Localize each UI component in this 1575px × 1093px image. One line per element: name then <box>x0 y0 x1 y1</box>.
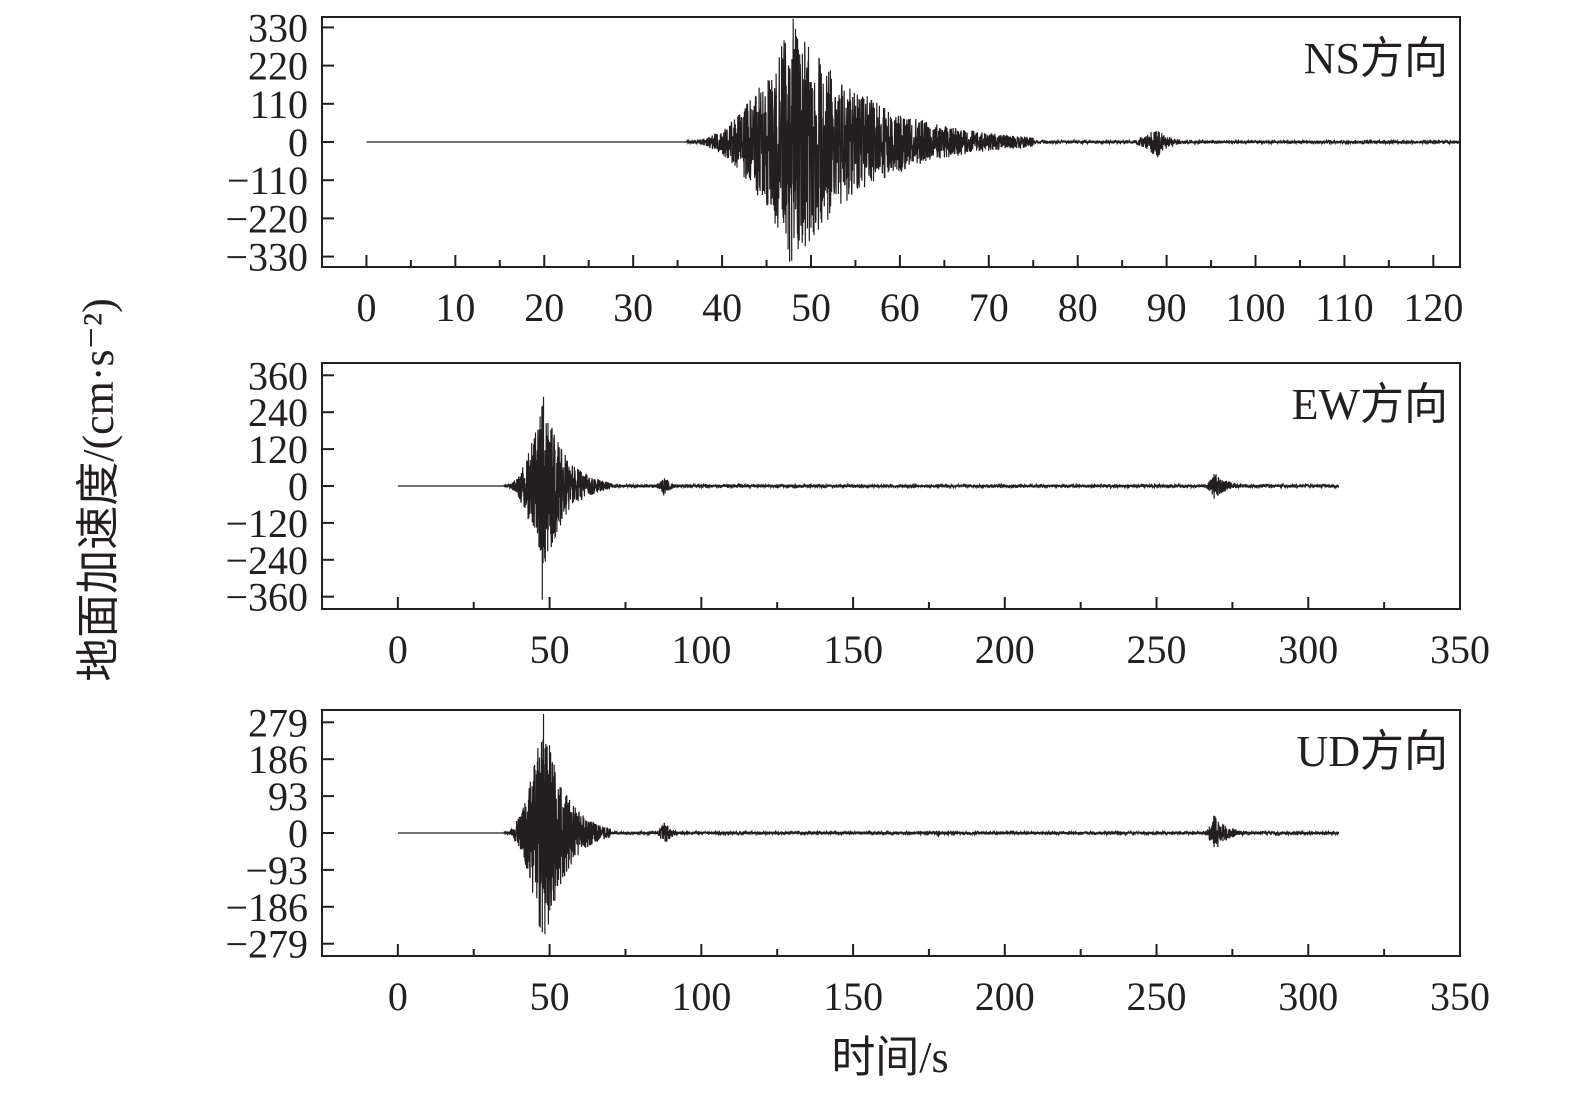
x-tick-label: 200 <box>975 627 1035 672</box>
x-tick-label: 80 <box>1058 285 1098 330</box>
acceleration-trace <box>397 714 1340 935</box>
x-tick-label: 10 <box>435 285 475 330</box>
x-tick-label: 30 <box>613 285 653 330</box>
x-tick-label: 0 <box>388 627 408 672</box>
x-tick-label: 110 <box>1315 285 1374 330</box>
x-tick-label: 200 <box>975 974 1035 1019</box>
x-tick-label: 0 <box>356 285 376 330</box>
x-tick-label: 100 <box>1226 285 1286 330</box>
x-tick-label: 150 <box>823 627 883 672</box>
panel-1: 0 10 20 30 40 50 60 70 80 90 100 110 1203302201100−1… <box>225 5 1463 330</box>
y-tick-label: −110 <box>227 158 308 203</box>
panel-3: 0 50 100 150 200 250 300 350279186930−93−186−27… <box>225 700 1490 1019</box>
y-tick-label: −93 <box>245 848 308 893</box>
panels-group: 0 10 20 30 40 50 60 70 80 90 100 110 1203302201100−1… <box>225 5 1490 1019</box>
x-tick-label: 120 <box>1403 285 1463 330</box>
x-tick-label: 100 <box>671 627 731 672</box>
y-tick-label: −186 <box>225 885 308 930</box>
x-axis-title: 时间/s <box>831 1033 948 1082</box>
y-tick-label: 120 <box>248 427 308 472</box>
y-tick-label: 0 <box>288 811 308 856</box>
panel-title: NS方向 <box>1304 34 1448 83</box>
x-tick-label: 300 <box>1278 627 1338 672</box>
x-tick-label: 300 <box>1278 974 1338 1019</box>
y-tick-label: 220 <box>248 44 308 89</box>
x-tick-label: 60 <box>880 285 920 330</box>
x-tick-label: 350 <box>1430 627 1490 672</box>
x-tick-label: 250 <box>1127 627 1187 672</box>
x-tick-label: 50 <box>530 974 570 1019</box>
x-tick-label: 100 <box>671 974 731 1019</box>
y-axis-title: 地面加速度/(cm·s⁻²) <box>74 298 123 681</box>
x-tick-label: 150 <box>823 974 883 1019</box>
y-tick-label: −330 <box>225 235 308 280</box>
y-tick-label: 240 <box>248 390 308 435</box>
y-tick-label: 186 <box>248 737 308 782</box>
x-tick-label: 50 <box>791 285 831 330</box>
panel-2: 0 50 100 150 200 250 300 3503602401200−120−240−… <box>225 353 1490 672</box>
y-tick-label: 0 <box>288 464 308 509</box>
y-tick-label: 93 <box>268 774 308 819</box>
y-tick-label: 360 <box>248 353 308 398</box>
y-tick-label: 0 <box>288 120 308 165</box>
x-tick-label: 0 <box>388 974 408 1019</box>
x-tick-label: 250 <box>1127 974 1187 1019</box>
y-tick-label: 110 <box>249 82 308 127</box>
y-tick-label: −360 <box>225 575 308 620</box>
y-tick-label: −279 <box>225 922 308 967</box>
x-tick-label: 70 <box>969 285 1009 330</box>
panel-title: UD方向 <box>1296 727 1448 776</box>
y-tick-label: 330 <box>248 5 308 50</box>
x-tick-label: 350 <box>1430 974 1490 1019</box>
x-tick-label: 50 <box>530 627 570 672</box>
y-tick-label: −120 <box>225 501 308 546</box>
x-tick-label: 20 <box>524 285 564 330</box>
acceleration-trace <box>366 18 1461 262</box>
y-tick-label: 279 <box>248 700 308 745</box>
y-tick-label: −220 <box>225 196 308 241</box>
acceleration-trace <box>397 396 1340 600</box>
x-tick-label: 40 <box>702 285 742 330</box>
x-tick-label: 90 <box>1147 285 1187 330</box>
panel-title: EW方向 <box>1292 380 1448 429</box>
y-tick-label: −240 <box>225 538 308 583</box>
